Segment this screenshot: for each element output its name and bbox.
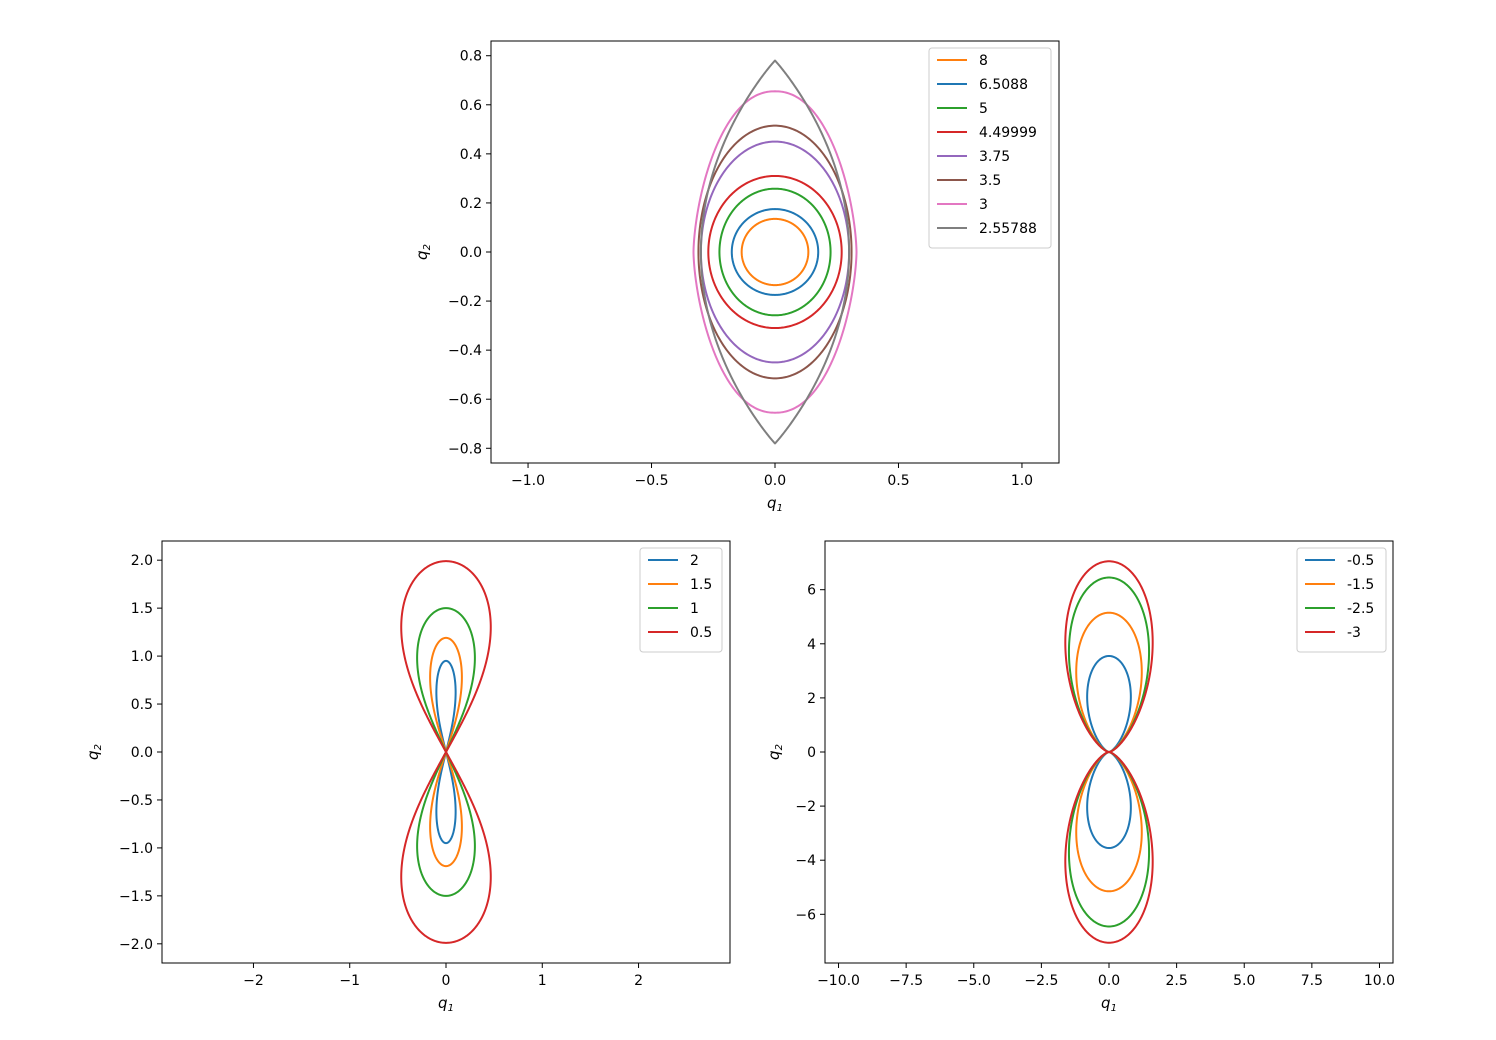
legend-entry: -3 xyxy=(1347,625,1361,641)
legend-entry: -0.5 xyxy=(1347,553,1374,569)
y-tick-label: 2 xyxy=(807,691,816,707)
legend-entry: 3.5 xyxy=(979,173,1001,189)
series-line-6 xyxy=(697,124,853,380)
legend-entry: 0.5 xyxy=(690,625,712,641)
chart-panel-3: −10.0 −7.5 −5.0 −2.5 0.0 2.5 5.0 7.5 10.0 6 4 2 0 −2 −… xyxy=(765,540,1395,1014)
series-line-7 xyxy=(692,90,858,414)
x-tick-label: −1 xyxy=(339,973,360,989)
y-tick-label: −0.4 xyxy=(448,343,482,359)
series-line-4-1 xyxy=(1064,560,1154,754)
series-line-4 xyxy=(400,560,492,944)
legend-entry: 1.5 xyxy=(690,577,712,593)
legend: 8 6.5088 5 4.49999 3.75 3.5 3 2.55788 xyxy=(928,47,1052,249)
y-tick-label: −0.8 xyxy=(448,441,482,457)
x-tick-label: 2 xyxy=(634,973,643,989)
legend-entry: 3 xyxy=(979,197,988,213)
y-tick-label: 0.8 xyxy=(460,49,482,65)
x-axis-label: q1 xyxy=(438,994,454,1014)
x-tick-label: 7.5 xyxy=(1301,973,1323,989)
y-tick-label: 1.5 xyxy=(131,601,153,617)
series-line-1 xyxy=(740,217,810,287)
series-line-3-2 xyxy=(1067,750,1151,928)
x-tick-label: −10.0 xyxy=(817,973,860,989)
y-tick-label: 0.0 xyxy=(131,745,153,761)
y-tick-label: −2.0 xyxy=(119,937,153,953)
legend-entry: 2.55788 xyxy=(979,221,1037,237)
series-line-2-2 xyxy=(1075,750,1143,893)
y-axis-label: q2 xyxy=(765,744,785,760)
x-tick-label: 0 xyxy=(442,973,451,989)
y-tick-label: 0 xyxy=(807,745,816,761)
x-tick-label: 10.0 xyxy=(1364,973,1395,989)
x-axis-label: q1 xyxy=(767,494,783,514)
y-tick-label: 0.6 xyxy=(460,98,482,114)
y-tick-label: 6 xyxy=(807,583,816,599)
x-tick-label: 1.0 xyxy=(1011,473,1033,489)
x-tick-label: 2.5 xyxy=(1165,973,1187,989)
y-tick-label: 2.0 xyxy=(131,553,153,569)
y-tick-label: −0.6 xyxy=(448,392,482,408)
series-line-4-2 xyxy=(1064,750,1154,944)
x-tick-label: −5.0 xyxy=(957,973,991,989)
y-tick-label: 0.2 xyxy=(460,196,482,212)
y-axis-label: q2 xyxy=(84,744,104,760)
series-line-8 xyxy=(699,59,851,445)
x-tick-label: −1.0 xyxy=(511,473,545,489)
legend-box xyxy=(639,547,723,653)
legend-box xyxy=(1296,547,1387,653)
y-tick-label: −1.0 xyxy=(119,841,153,857)
series-line-5 xyxy=(699,140,851,364)
y-axis-label: q2 xyxy=(413,244,433,260)
y-tick-label: −1.5 xyxy=(119,889,153,905)
y-tick-label: −4 xyxy=(795,853,816,869)
y-tick-label: 4 xyxy=(807,637,816,653)
legend-box xyxy=(928,47,1052,249)
series-line-4 xyxy=(707,174,843,330)
chart-panel-1: −1.0 −0.5 0.0 0.5 1.0 0.8 0.6 0.4 0.2 0.0 −0.2 −0.4… xyxy=(413,40,1060,514)
legend-entry: 3.75 xyxy=(979,149,1010,165)
x-axis-label: q1 xyxy=(1101,994,1117,1014)
x-tick-label: 0.0 xyxy=(764,473,786,489)
series-group xyxy=(1064,560,1154,944)
legend-entry: -1.5 xyxy=(1347,577,1374,593)
chart-panel-2: −2 −1 0 1 2 2.0 1.5 1.0 0.5 0.0 −0.5 −1.0 −1.5 −2.0 q1… xyxy=(84,540,731,1014)
legend-entry: 1 xyxy=(690,601,699,617)
series-line-1-2 xyxy=(1086,750,1132,850)
series-line-2 xyxy=(730,208,820,296)
y-tick-label: 0.5 xyxy=(131,697,153,713)
x-tick-label: −2.5 xyxy=(1024,973,1058,989)
x-tick-label: 0.5 xyxy=(887,473,909,489)
series-line-2-1 xyxy=(1075,611,1143,754)
x-tick-label: 1 xyxy=(538,973,547,989)
legend: -0.5 -1.5 -2.5 -3 xyxy=(1296,547,1387,653)
legend-entry: 5 xyxy=(979,101,988,117)
x-tick-label: −7.5 xyxy=(889,973,923,989)
x-tick-label: −0.5 xyxy=(635,473,669,489)
y-tick-label: −2 xyxy=(795,799,816,815)
series-line-3-1 xyxy=(1067,576,1151,754)
x-tick-label: 0.0 xyxy=(1098,973,1120,989)
legend-entry: 8 xyxy=(979,53,988,69)
legend-entry: 6.5088 xyxy=(979,77,1028,93)
x-tick-label: −2 xyxy=(243,973,264,989)
y-tick-label: 0.4 xyxy=(460,147,482,163)
legend-entry: -2.5 xyxy=(1347,601,1374,617)
y-tick-label: 1.0 xyxy=(131,649,153,665)
series-group xyxy=(692,59,858,445)
x-tick-label: 5.0 xyxy=(1233,973,1255,989)
y-tick-label: −6 xyxy=(795,907,816,923)
legend-entry: 2 xyxy=(690,553,699,569)
y-tick-label: −0.2 xyxy=(448,294,482,310)
series-line-1-1 xyxy=(1086,654,1132,754)
series-line-3 xyxy=(718,187,832,317)
legend-entry: 4.49999 xyxy=(979,125,1037,141)
y-tick-label: −0.5 xyxy=(119,793,153,809)
y-tick-label: 0.0 xyxy=(460,245,482,261)
legend: 2 1.5 1 0.5 xyxy=(639,547,723,653)
series-group xyxy=(400,560,492,944)
